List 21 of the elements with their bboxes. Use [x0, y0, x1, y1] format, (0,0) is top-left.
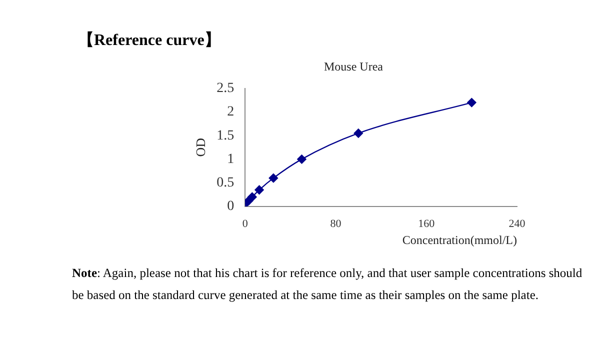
text: Note: Again, please not that his chart is for reference only, and that user sample concentrations should be based on the standard curve generated at the same time as their samples on the same plate. — [72, 265, 584, 304]
y-axis-title: OD — [193, 138, 208, 157]
point — [254, 185, 264, 194]
y-tick-label: 0 — [227, 199, 234, 214]
y-tick-label: 2 — [227, 104, 234, 120]
y-tick-label: 1 — [227, 152, 234, 167]
point — [268, 173, 278, 183]
x-axis-title: Concentration(mmol/L) — [402, 232, 517, 247]
y-tick-label: 1.5 — [216, 128, 234, 144]
x-tick-label: 240 — [508, 218, 526, 230]
text: 【Reference curve】 — [78, 30, 220, 51]
chart-title: Mouse Urea — [324, 59, 384, 74]
x-tick-label: 160 — [418, 218, 436, 230]
point — [248, 192, 257, 202]
point — [354, 128, 363, 138]
point — [297, 154, 306, 164]
y-tick-label: 2.5 — [216, 81, 234, 96]
y-tick-label: 0.5 — [216, 175, 234, 190]
x-tick-label: 80 — [330, 218, 342, 230]
x-tick-label: 0 — [242, 218, 248, 230]
point — [467, 98, 476, 108]
